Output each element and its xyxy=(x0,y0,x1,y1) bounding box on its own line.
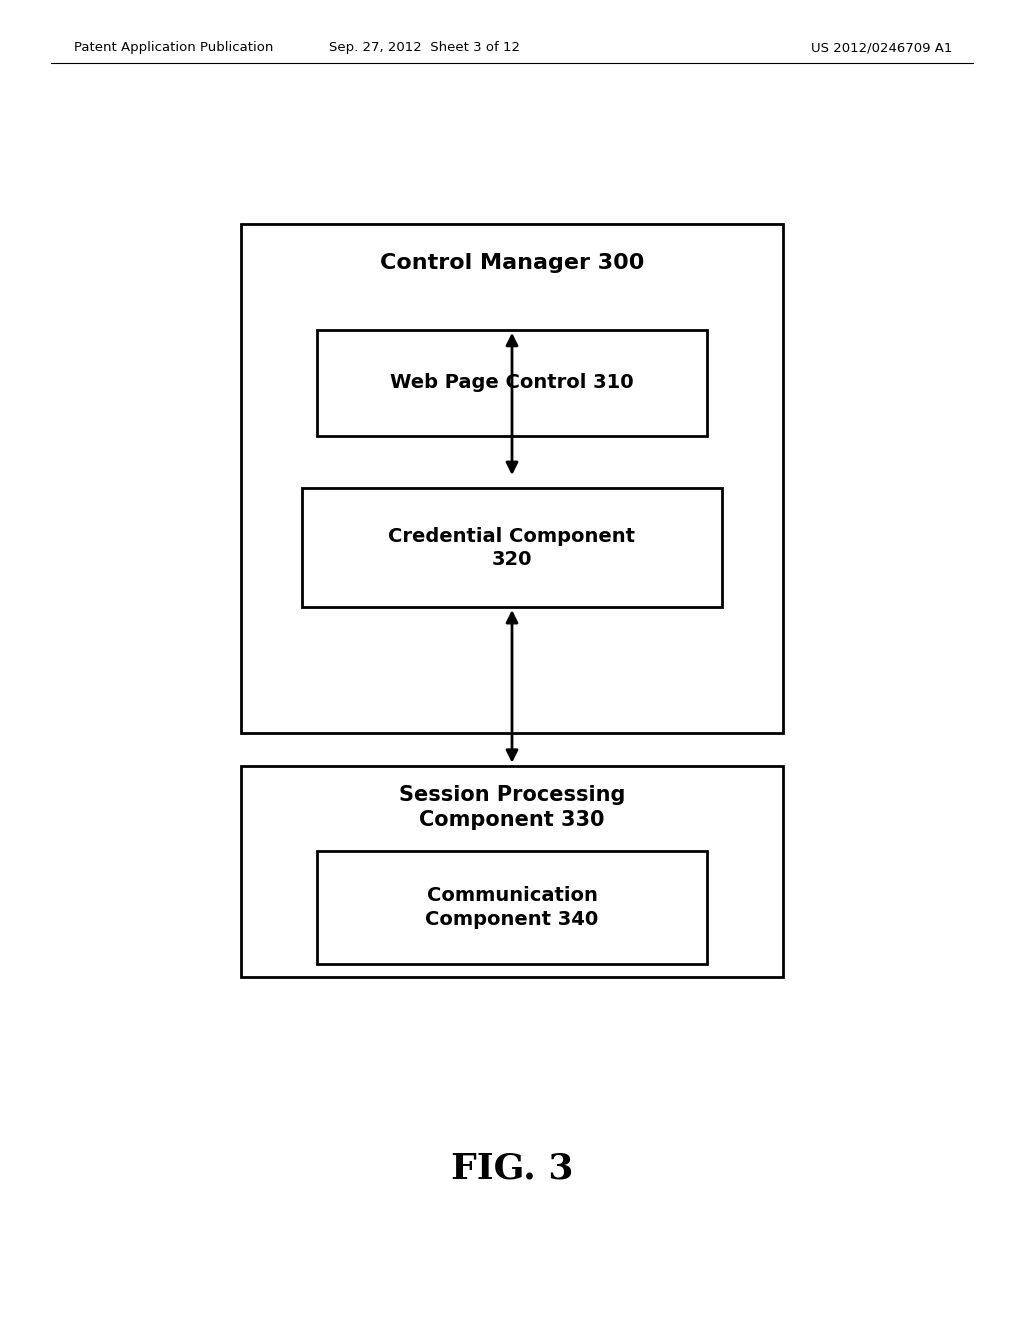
Text: Sep. 27, 2012  Sheet 3 of 12: Sep. 27, 2012 Sheet 3 of 12 xyxy=(330,41,520,54)
Text: Session Processing
Component 330: Session Processing Component 330 xyxy=(398,785,626,830)
Text: FIG. 3: FIG. 3 xyxy=(451,1151,573,1185)
Text: Web Page Control 310: Web Page Control 310 xyxy=(390,374,634,392)
Bar xyxy=(302,488,722,607)
Text: Credential Component
320: Credential Component 320 xyxy=(388,527,636,569)
Bar xyxy=(241,224,783,733)
Text: US 2012/0246709 A1: US 2012/0246709 A1 xyxy=(811,41,952,54)
Text: Patent Application Publication: Patent Application Publication xyxy=(74,41,273,54)
Bar xyxy=(317,851,707,964)
Bar xyxy=(317,330,707,436)
Text: Control Manager 300: Control Manager 300 xyxy=(380,253,644,273)
Bar xyxy=(241,766,783,977)
Text: Communication
Component 340: Communication Component 340 xyxy=(425,886,599,929)
